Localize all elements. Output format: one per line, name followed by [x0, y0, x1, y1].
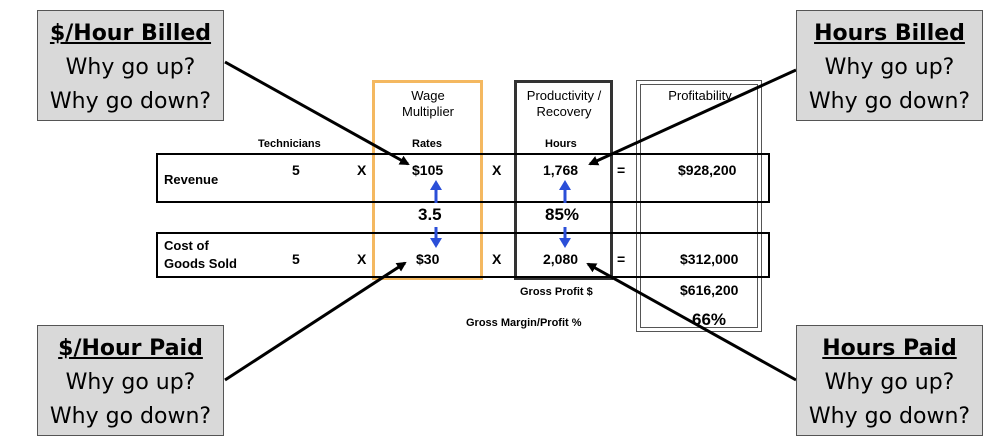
cogs-technicians: 5: [292, 251, 300, 267]
gross-margin-value: 66%: [692, 310, 727, 329]
cogs-rate: $30: [416, 251, 440, 267]
callout-paid-rate: $/Hour Paid Why go up? Why go down?: [37, 325, 224, 436]
multiplier-up-arrow-icon: [430, 180, 442, 203]
callout-paid-rate-title: $/Hour Paid: [58, 336, 203, 361]
cogs-row: [156, 232, 770, 278]
multiplier-down-arrow-icon: [430, 227, 442, 248]
productivity-up-arrow-icon: [559, 180, 571, 203]
cogs-op1: X: [357, 251, 367, 267]
callout-paid-rate-line2: Why go down?: [49, 404, 212, 429]
revenue-op1: X: [357, 162, 367, 178]
arrow-hours-paid: [586, 262, 797, 382]
callout-hours-paid-title: Hours Paid: [822, 336, 957, 361]
revenue-row: [156, 153, 770, 203]
callout-billed-rate-line2: Why go down?: [49, 89, 212, 114]
rates-subheader: Rates: [412, 138, 442, 150]
arrow-billed-rate: [224, 60, 410, 166]
cogs-label-line1: Cost of: [164, 238, 209, 253]
cogs-label-line2: Goods Sold: [164, 256, 237, 271]
revenue-result: $928,200: [678, 162, 737, 178]
callout-billed-rate: $/Hour Billed Why go up? Why go down?: [37, 10, 224, 121]
productivity-value: 85%: [545, 205, 580, 224]
technicians-subheader: Technicians: [258, 138, 321, 150]
productivity-down-arrow-icon: [559, 227, 571, 248]
gross-profit-label: Gross Profit $: [520, 286, 593, 298]
callout-hours-billed-title: Hours Billed: [814, 21, 965, 46]
callout-billed-rate-line1: Why go up?: [65, 55, 196, 80]
multiplier-value: 3.5: [418, 205, 442, 224]
wage-multiplier-header: Wage Multiplier: [401, 88, 454, 119]
cogs-op2: X: [492, 251, 502, 267]
profitability-column: [636, 80, 762, 332]
callout-hours-paid-line2: Why go down?: [808, 404, 971, 429]
callout-hours-billed-line2: Why go down?: [808, 89, 971, 114]
gross-profit-value: $616,200: [680, 282, 739, 298]
hours-subheader: Hours: [545, 138, 577, 150]
revenue-op2: X: [492, 162, 502, 178]
cogs-eq: =: [617, 251, 626, 267]
revenue-rate: $105: [412, 162, 444, 178]
callout-hours-paid-line1: Why go up?: [824, 370, 955, 395]
callout-hours-billed-line1: Why go up?: [824, 55, 955, 80]
callout-hours-paid: Hours Paid Why go up? Why go down?: [796, 325, 983, 436]
revenue-technicians: 5: [292, 162, 300, 178]
callout-billed-rate-title: $/Hour Billed: [49, 21, 212, 46]
cogs-result: $312,000: [680, 251, 739, 267]
callout-hours-billed: Hours Billed Why go up? Why go down?: [796, 10, 983, 121]
arrow-hours-billed: [588, 68, 797, 166]
productivity-column: [514, 80, 613, 280]
revenue-eq: =: [617, 162, 626, 178]
profitability-header: Profitability: [668, 88, 732, 103]
revenue-hours: 1,768: [543, 162, 579, 178]
cogs-hours: 2,080: [543, 251, 579, 267]
arrow-paid-rate: [224, 261, 407, 382]
revenue-label: Revenue: [164, 172, 219, 187]
callout-paid-rate-line1: Why go up?: [65, 370, 196, 395]
wage-multiplier-column: [372, 80, 483, 280]
productivity-header: Productivity / Recovery: [526, 88, 602, 119]
gross-margin-label: Gross Margin/Profit %: [466, 317, 582, 329]
